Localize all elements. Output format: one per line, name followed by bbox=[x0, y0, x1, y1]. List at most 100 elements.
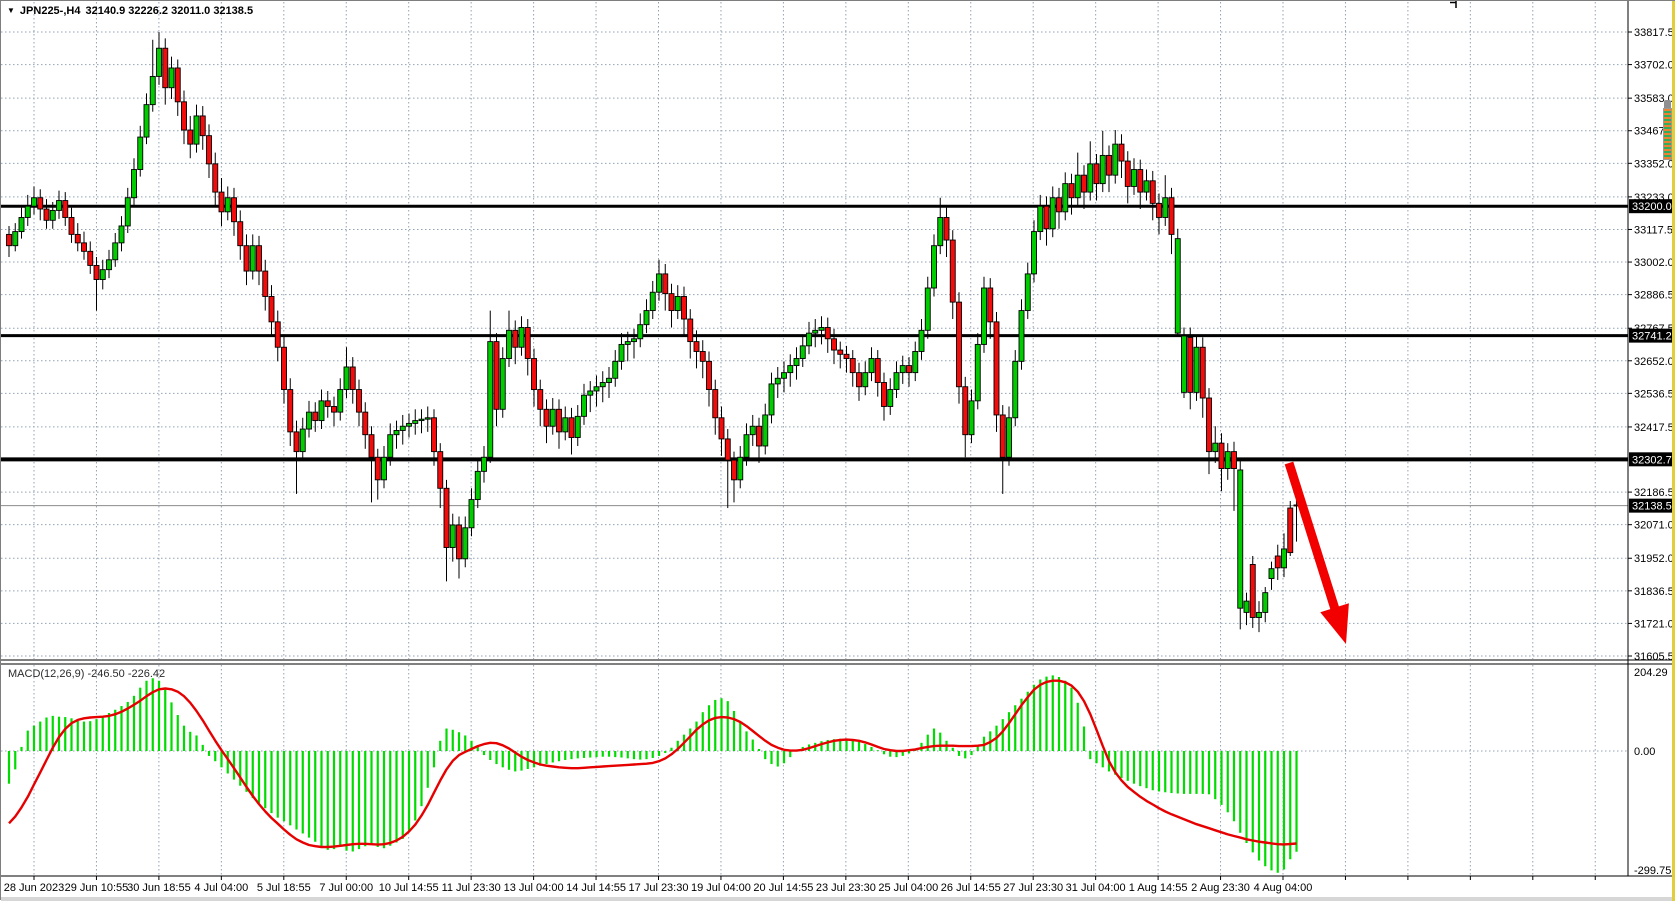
candle-bullish bbox=[1243, 600, 1250, 613]
date-label: 25 Jul 04:00 bbox=[878, 882, 938, 894]
candle-bearish bbox=[1056, 197, 1062, 213]
candle-bullish bbox=[656, 273, 662, 293]
candle-bullish bbox=[1143, 180, 1150, 193]
candle-bullish bbox=[118, 225, 125, 244]
candle-bullish bbox=[937, 217, 944, 247]
candle-bearish bbox=[568, 417, 575, 438]
candle-bearish bbox=[1106, 154, 1112, 176]
candle-bullish bbox=[637, 324, 644, 340]
candle-bullish bbox=[418, 418, 425, 422]
candle-bearish bbox=[731, 459, 737, 481]
candle-bullish bbox=[149, 75, 156, 106]
symbol-dropdown-icon[interactable]: ▼ bbox=[7, 6, 15, 15]
candle-bearish bbox=[962, 386, 969, 436]
candle-bearish bbox=[443, 487, 450, 548]
price-axis-label: 31605.5 bbox=[1634, 651, 1674, 663]
candle-bearish bbox=[87, 250, 94, 266]
candle-bullish bbox=[1074, 174, 1081, 199]
candle-bearish bbox=[274, 321, 281, 348]
hline-layer[interactable] bbox=[1, 204, 1628, 462]
candle-bearish bbox=[37, 197, 44, 210]
candle-bullish bbox=[649, 291, 656, 312]
candle-bearish bbox=[1199, 346, 1206, 399]
date-label: 7 Jul 00:00 bbox=[319, 882, 373, 894]
chart-corner-marker bbox=[1450, 1, 1457, 8]
candle-bullish bbox=[593, 386, 600, 392]
window-right-border bbox=[1672, 1, 1675, 901]
candle-bearish bbox=[999, 414, 1006, 458]
candle-bullish bbox=[249, 245, 256, 272]
candle-bullish bbox=[799, 345, 806, 359]
candle-bullish bbox=[343, 366, 350, 391]
candle-bearish bbox=[537, 389, 544, 410]
window-bottom-strip bbox=[1, 897, 1675, 901]
price-axis[interactable]: 33817.533702.033583.033467.533352.033233… bbox=[1628, 27, 1675, 663]
candle-bearish bbox=[1231, 451, 1237, 469]
price-badge bbox=[1629, 452, 1675, 467]
candle-bearish bbox=[987, 287, 994, 323]
candle-bullish bbox=[1031, 231, 1037, 275]
candle-bullish bbox=[562, 417, 569, 433]
trend-arrow-shaft[interactable] bbox=[1284, 461, 1341, 615]
candle-bullish bbox=[968, 400, 975, 436]
candle-bullish bbox=[99, 269, 106, 280]
macd-axis[interactable]: 204.29 0.00 -299.75 bbox=[1634, 667, 1671, 877]
candle-bearish bbox=[212, 163, 219, 193]
candle-bearish bbox=[349, 366, 356, 391]
date-label: 5 Jul 18:55 bbox=[257, 882, 311, 894]
candle-bullish bbox=[606, 377, 612, 383]
candle-bullish bbox=[1237, 469, 1244, 609]
candle-bullish bbox=[468, 499, 475, 529]
macd-layer bbox=[7, 675, 1298, 873]
candle-bullish bbox=[381, 456, 387, 481]
candle-bearish bbox=[687, 318, 694, 343]
candle-bullish bbox=[1181, 335, 1187, 393]
candle-bullish bbox=[1037, 205, 1044, 233]
trend-arrow-head[interactable] bbox=[1320, 603, 1349, 644]
candle-bullish bbox=[393, 430, 400, 436]
candle-bearish bbox=[718, 417, 725, 440]
candle-bullish bbox=[156, 47, 162, 77]
candle-bearish bbox=[681, 296, 687, 320]
date-label: 13 Jul 04:00 bbox=[504, 882, 564, 894]
candle-bullish bbox=[337, 389, 344, 413]
candle-bearish bbox=[1043, 205, 1050, 230]
candle-bullish bbox=[124, 197, 131, 227]
candle-bullish bbox=[406, 422, 412, 427]
candle-bearish bbox=[662, 273, 669, 295]
candle-bullish bbox=[31, 197, 37, 207]
candle-bullish bbox=[299, 428, 306, 453]
candle-bullish bbox=[1012, 360, 1019, 419]
date-label: 4 Aug 04:00 bbox=[1254, 882, 1313, 894]
candle-bullish bbox=[862, 372, 869, 388]
candle-bearish bbox=[531, 358, 537, 391]
candle-bullish bbox=[743, 434, 750, 458]
candle-bullish bbox=[1006, 417, 1012, 458]
candle-bullish bbox=[574, 415, 581, 438]
price-axis-label: 31721.0 bbox=[1634, 618, 1674, 630]
candle-bearish bbox=[943, 217, 950, 241]
frame-layer bbox=[1, 1, 1672, 877]
candle-bearish bbox=[356, 389, 362, 413]
candle-bearish bbox=[374, 456, 381, 481]
mini-scrollbar[interactable] bbox=[1663, 100, 1672, 160]
price-badge-label: 32741.2 bbox=[1632, 331, 1672, 343]
candle-bullish bbox=[306, 411, 312, 430]
trend-arrow[interactable] bbox=[1284, 461, 1349, 644]
candle-bullish bbox=[474, 470, 481, 501]
candle-bullish bbox=[168, 67, 175, 89]
candle-bearish bbox=[262, 270, 269, 297]
candle-bearish bbox=[1149, 180, 1156, 204]
candle-bullish bbox=[1256, 611, 1262, 618]
price-axis-label: 31836.5 bbox=[1634, 586, 1674, 598]
candle-bullish bbox=[1212, 442, 1219, 453]
candle-bullish bbox=[631, 338, 637, 343]
candle-bearish bbox=[843, 353, 850, 359]
price-axis-label: 33002.0 bbox=[1634, 257, 1674, 269]
candle-bearish bbox=[256, 245, 262, 272]
candle-bearish bbox=[243, 245, 250, 272]
candle-bullish bbox=[143, 104, 150, 138]
